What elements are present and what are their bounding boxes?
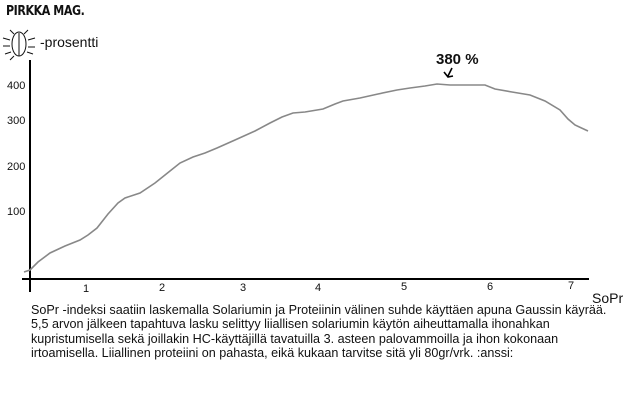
y-tick-100: 100 — [7, 206, 26, 218]
y-tick-400: 400 — [7, 80, 26, 92]
logo: PIRKKA MAG. — [6, 4, 85, 19]
x-axis-label: SoPr — [592, 290, 624, 306]
y-tick-200: 200 — [7, 161, 26, 173]
x-tick-6: 6 — [487, 281, 494, 293]
peak-annotation: 380 % — [436, 51, 479, 68]
x-tick-7: 7 — [568, 280, 575, 292]
x-tick-4: 4 — [315, 282, 322, 294]
x-tick-5: 5 — [401, 281, 408, 293]
peak-arrow-icon — [443, 67, 454, 78]
x-tick-2: 2 — [159, 282, 166, 294]
x-tick-1: 1 — [83, 283, 90, 295]
y-axis-unit-label: -prosentti — [40, 34, 99, 50]
caption-text: SoPr -indeksi saatiin laskemalla Solariu… — [31, 303, 607, 361]
data-line — [23, 83, 589, 273]
y-tick-300: 300 — [7, 115, 26, 127]
x-tick-3: 3 — [240, 282, 247, 294]
sun-seed-icon — [2, 29, 36, 61]
